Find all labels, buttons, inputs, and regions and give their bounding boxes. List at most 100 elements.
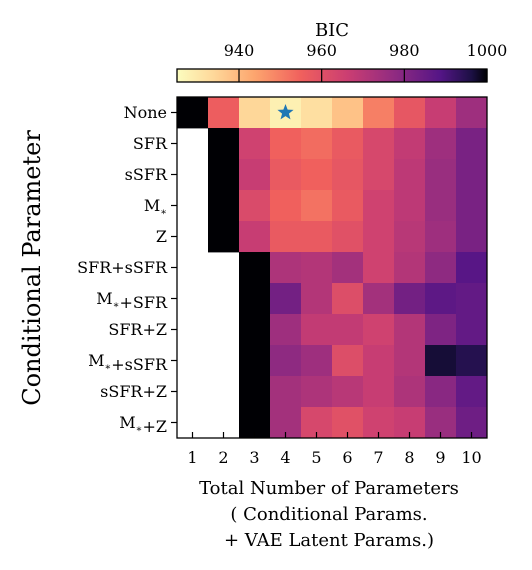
heatmap-cell — [301, 221, 333, 253]
y-tick-label: M∗+sSFR — [88, 351, 168, 374]
heatmap-cell — [456, 252, 488, 284]
heatmap-cell — [270, 314, 302, 346]
colorbar-tick-label: 980 — [389, 41, 420, 60]
heatmap-cell — [270, 345, 302, 377]
heatmap-cell — [239, 159, 271, 191]
heatmap-cell — [425, 283, 457, 315]
heatmap-cell — [363, 221, 395, 253]
heatmap-cell — [394, 314, 426, 346]
x-tick-label: 3 — [249, 448, 259, 467]
x-axis-label: Total Number of Parameters( Conditional … — [199, 478, 459, 551]
heatmap-cell — [425, 221, 457, 253]
heatmap-cell — [363, 376, 395, 408]
colorbar-label: BIC — [315, 20, 349, 41]
y-tick-label: M∗ — [144, 196, 167, 218]
y-tick-label: M∗+Z — [119, 413, 167, 436]
y-axis-label: Conditional Parameter — [18, 130, 46, 406]
heatmap-cell — [332, 159, 364, 191]
y-tick-label: Z — [156, 227, 167, 246]
colorbar-gradient — [176, 68, 488, 83]
heatmap-cell — [301, 283, 333, 315]
x-tick-label: 7 — [373, 448, 383, 467]
heatmap-cell — [239, 97, 271, 129]
heatmap-cell — [456, 128, 488, 160]
heatmap-cell — [394, 376, 426, 408]
heatmap-cell — [363, 159, 395, 191]
heatmap-cell — [332, 314, 364, 346]
y-axis-ticks: None SFR sSFR M∗ Z SFR+sSFR M∗+SFR SFR+Z M∗+sSFR… — [77, 103, 177, 436]
heatmap-cell — [425, 190, 457, 222]
heatmap-cell — [239, 128, 271, 160]
heatmap-cell — [425, 97, 457, 129]
heatmap-cell — [456, 345, 488, 377]
heatmap-cell — [301, 314, 333, 346]
heatmap-cell — [301, 128, 333, 160]
heatmap-cell — [363, 314, 395, 346]
heatmap-cell — [332, 128, 364, 160]
heatmap-cell — [425, 376, 457, 408]
heatmap-cell — [456, 283, 488, 315]
heatmap-cell — [394, 159, 426, 191]
heatmap-cell — [332, 345, 364, 377]
heatmap-cell — [394, 252, 426, 284]
colorbar-tick-label: 1000 — [467, 41, 508, 60]
heatmap-cell — [363, 190, 395, 222]
heatmap-cell — [270, 190, 302, 222]
y-tick-label: M∗+SFR — [96, 289, 168, 312]
x-axis-ticks: 1 2 3 4 5 6 7 8 9 10 — [187, 432, 482, 467]
heatmap-cell — [456, 190, 488, 222]
heatmap-cell — [332, 252, 364, 284]
heatmap-cell — [270, 376, 302, 408]
x-tick-label: 6 — [342, 448, 352, 467]
heatmap-cell — [332, 190, 364, 222]
x-tick-label: 9 — [435, 448, 445, 467]
heatmap-cell — [456, 97, 488, 129]
heatmap-cell — [332, 221, 364, 253]
colorbar-tick-labels: 940 960 980 1000 — [224, 41, 508, 60]
y-tick-label: SFR+sSFR — [77, 258, 168, 277]
heatmap-cell — [270, 221, 302, 253]
heatmap-cell — [208, 128, 240, 160]
heatmap-cell — [425, 345, 457, 377]
x-tick-label: 8 — [404, 448, 414, 467]
heatmap-cell — [270, 252, 302, 284]
heatmap-cell — [208, 97, 240, 129]
colorbar-tick-label: 940 — [224, 41, 255, 60]
x-tick-label: 5 — [311, 448, 321, 467]
best-model-marker-layer — [277, 104, 294, 120]
heatmap-cell — [301, 97, 333, 129]
heatmap-cell — [456, 314, 488, 346]
heatmap-grid — [177, 97, 488, 439]
x-tick-label: 2 — [218, 448, 228, 467]
heatmap-cell — [239, 190, 271, 222]
heatmap-cell — [456, 221, 488, 253]
heatmap-cell — [270, 283, 302, 315]
heatmap-cell — [270, 128, 302, 160]
heatmap-cell — [394, 221, 426, 253]
heatmap-cell — [456, 159, 488, 191]
heatmap-cell — [394, 283, 426, 315]
heatmap-cell — [363, 128, 395, 160]
y-tick-label: SFR+Z — [108, 320, 167, 339]
heatmap-cell — [456, 376, 488, 408]
heatmap-cell — [425, 252, 457, 284]
heatmap-cell — [208, 221, 240, 253]
y-tick-label: SFR — [133, 134, 168, 153]
heatmap-cell — [394, 190, 426, 222]
y-tick-label: sSFR — [125, 165, 168, 184]
heatmap-cell — [301, 159, 333, 191]
heatmap-cell — [239, 345, 271, 377]
heatmap-cell — [425, 314, 457, 346]
heatmap-cell — [208, 190, 240, 222]
heatmap-cell — [208, 159, 240, 191]
heatmap-cell — [301, 190, 333, 222]
heatmap-cell — [363, 252, 395, 284]
y-tick-label: None — [124, 103, 167, 122]
heatmap-cell — [332, 283, 364, 315]
heatmap-cell — [239, 376, 271, 408]
heatmap-cell — [394, 97, 426, 129]
heatmap-cell — [363, 283, 395, 315]
x-tick-label: 10 — [461, 448, 481, 467]
heatmap-cell — [363, 97, 395, 129]
